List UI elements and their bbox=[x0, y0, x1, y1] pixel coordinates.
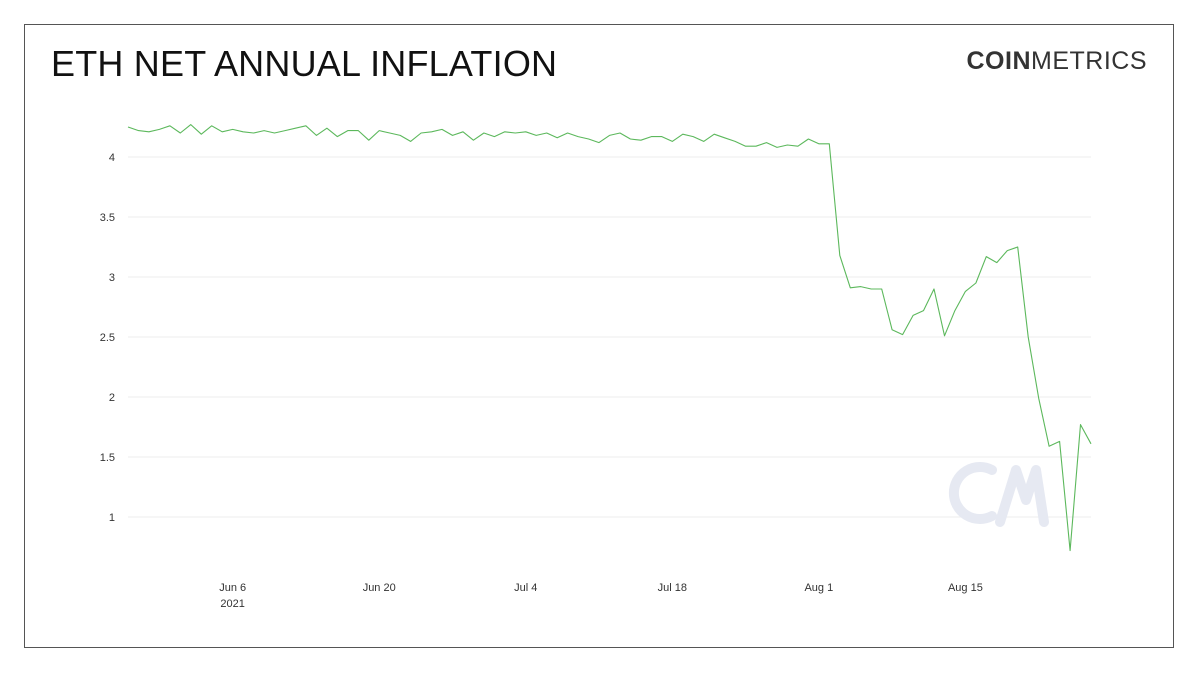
page-title: ETH NET ANNUAL INFLATION bbox=[51, 43, 558, 84]
y-tick-label: 1.5 bbox=[100, 452, 115, 464]
watermark-logo: CM bbox=[0, 0, 1049, 527]
series-group bbox=[127, 124, 1092, 552]
y-tick-label: 2 bbox=[109, 392, 115, 404]
x-axis: Jun 6 2021 Jun 20 Jul 4 Jul 18 Aug 1 Aug 15 bbox=[219, 582, 983, 610]
x-tick-label: Aug 1 bbox=[804, 582, 833, 594]
brand-logo: COINMETRICS bbox=[967, 47, 1148, 76]
y-axis: 1 1.5 2 2.5 3 3.5 4 bbox=[100, 152, 115, 524]
series-line bbox=[127, 124, 1092, 552]
y-tick-label: 2.5 bbox=[100, 332, 115, 344]
x-tick-label: Aug 15 bbox=[948, 582, 983, 594]
grid-lines bbox=[128, 156, 1091, 518]
y-tick-label: 3.5 bbox=[100, 212, 115, 224]
y-tick-label: 3 bbox=[109, 272, 115, 284]
x-tick-sublabel: 2021 bbox=[220, 598, 244, 610]
x-tick-label: Jun 6 bbox=[219, 582, 246, 594]
x-tick-label: Jul 18 bbox=[658, 582, 687, 594]
x-tick-label: Jun 20 bbox=[363, 582, 396, 594]
watermark-text: CM bbox=[0, 0, 2, 1]
y-tick-label: 4 bbox=[109, 152, 115, 164]
y-tick-label: 1 bbox=[109, 512, 115, 524]
x-tick-label: Jul 4 bbox=[514, 582, 537, 594]
brand-logo-light: METRICS bbox=[1031, 47, 1147, 75]
brand-logo-bold: COIN bbox=[966, 47, 1031, 75]
